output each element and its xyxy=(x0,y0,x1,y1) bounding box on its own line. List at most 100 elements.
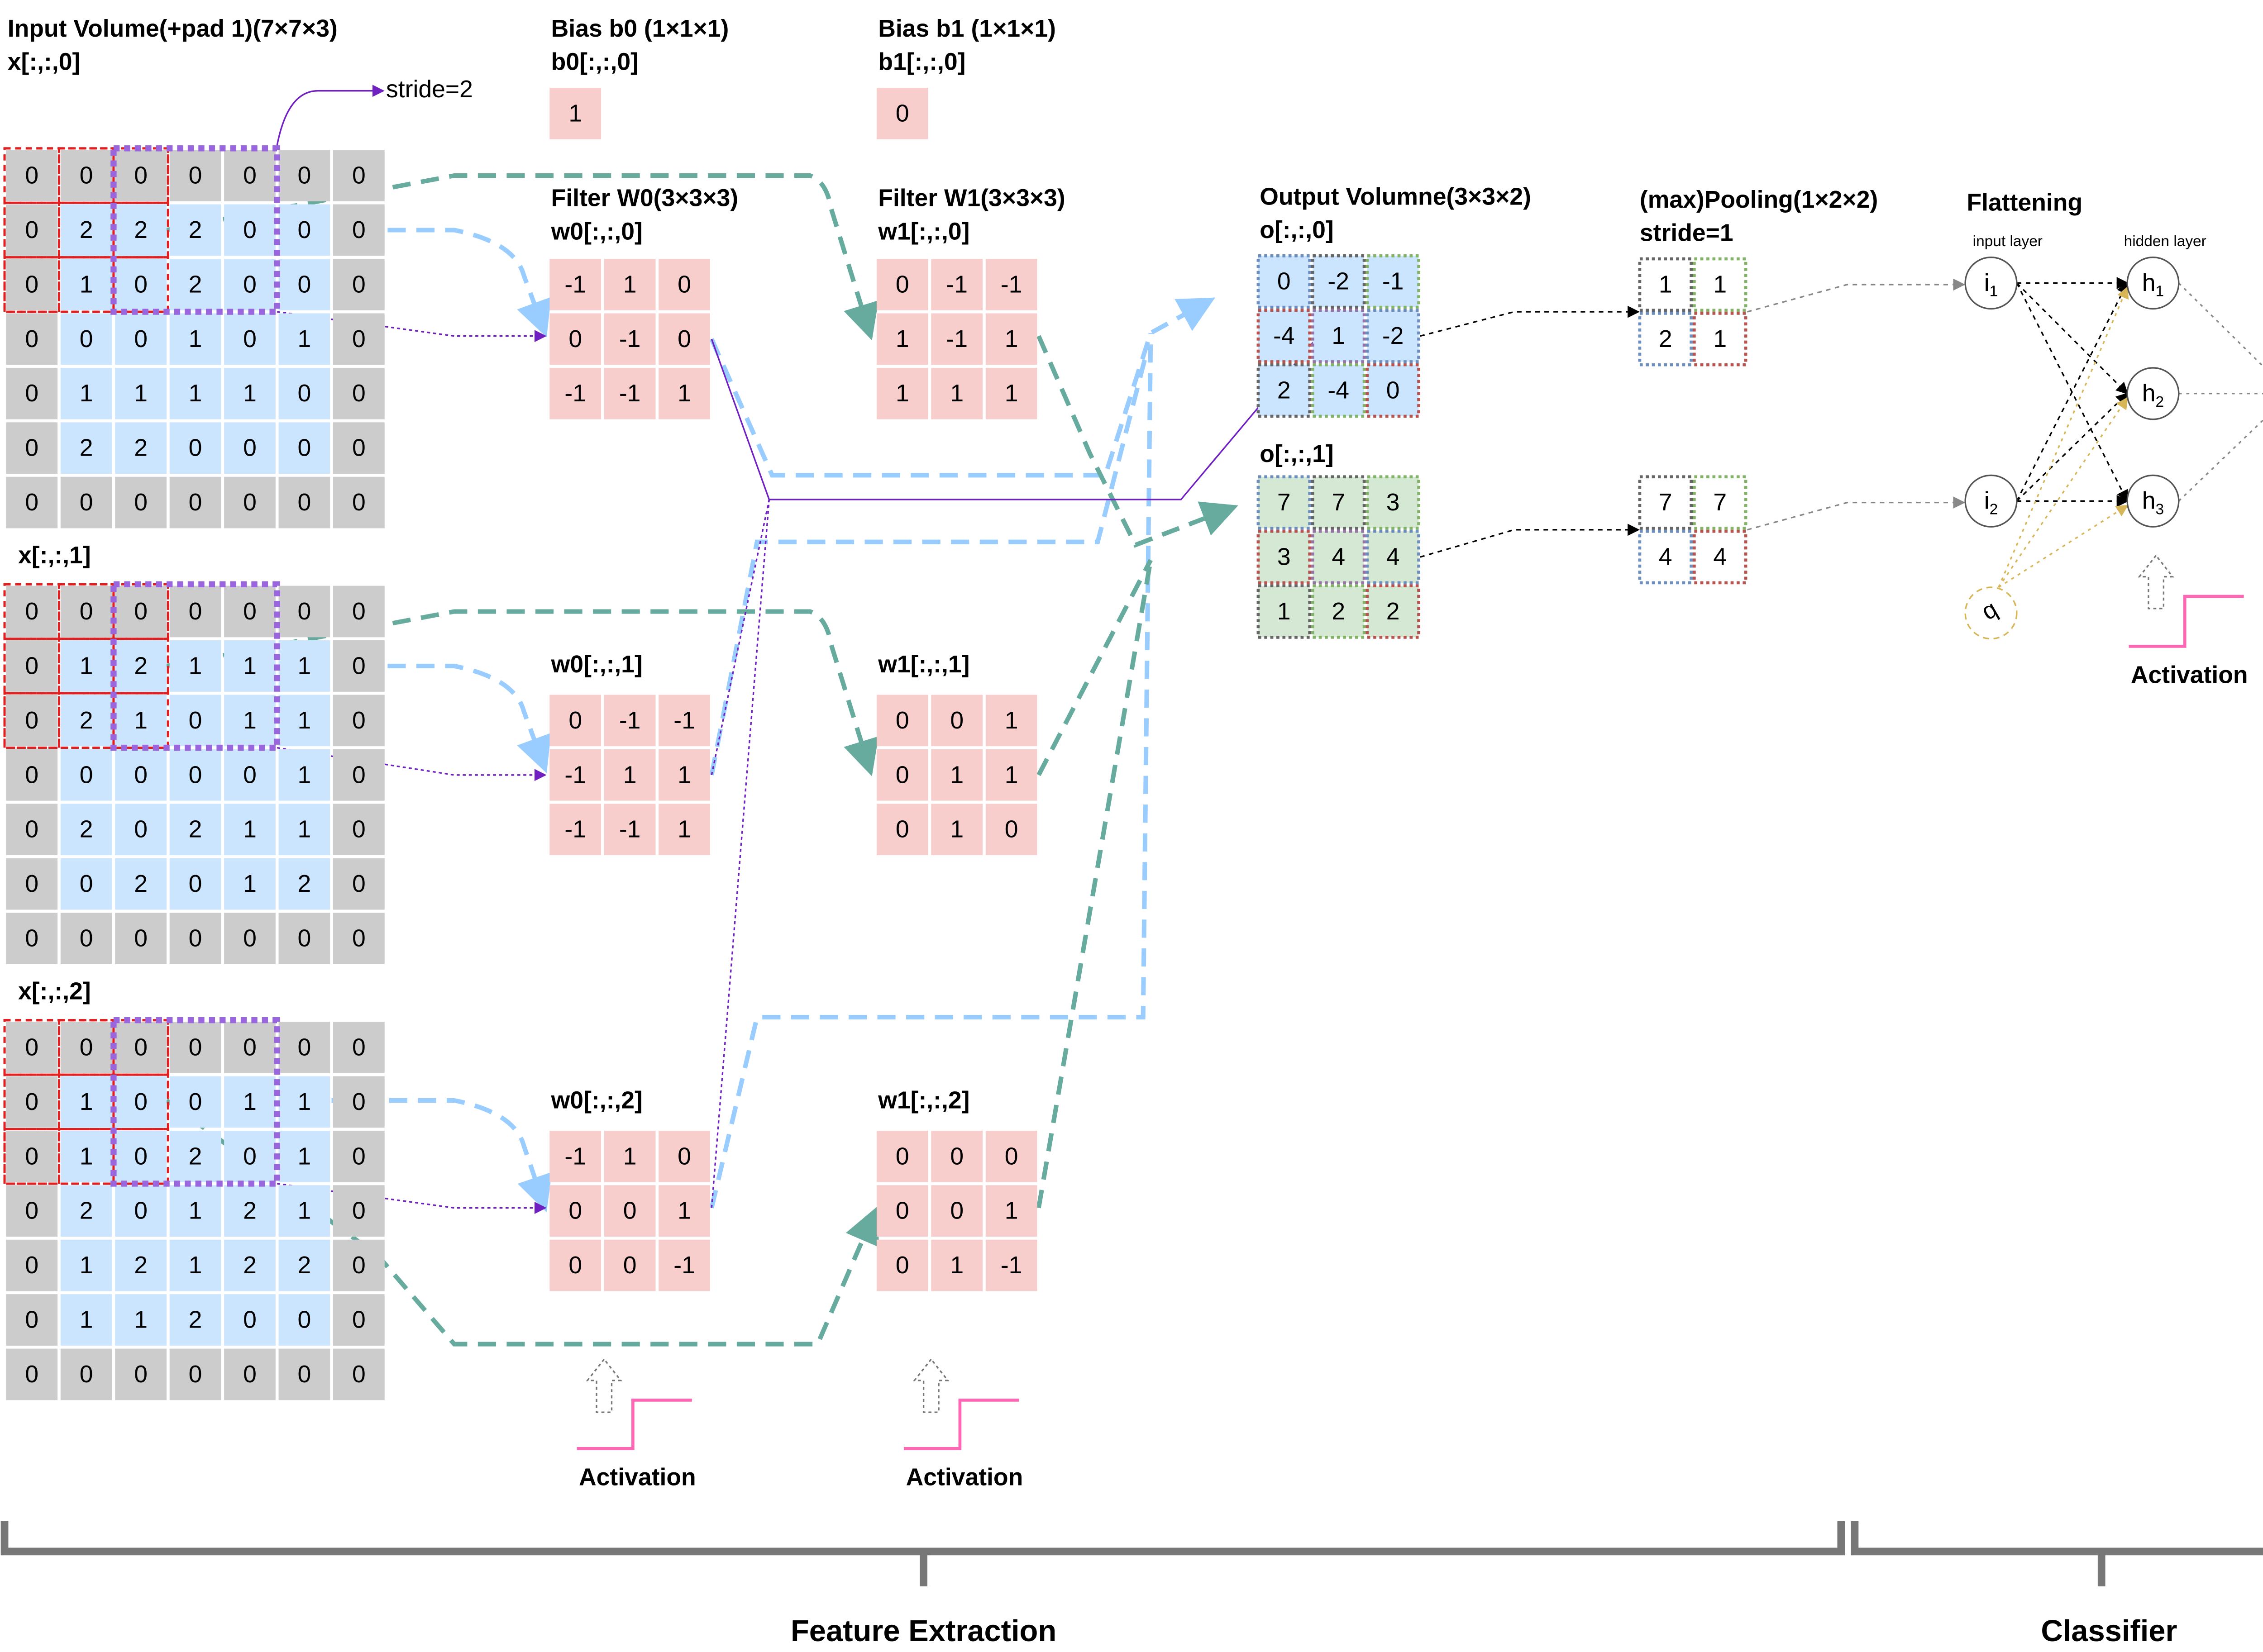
cell-value: 1 xyxy=(80,1143,93,1170)
cell xyxy=(985,367,1037,419)
cell xyxy=(931,313,983,365)
edge xyxy=(1998,505,2129,588)
cell-value: 0 xyxy=(896,100,909,127)
cell-value: 2 xyxy=(134,217,148,243)
cell-value: 0 xyxy=(243,598,257,625)
filter-label: w1[:,:,2] xyxy=(878,1087,969,1114)
bias-title: Bias b0 (1×1×1) xyxy=(551,15,729,42)
cell xyxy=(169,913,221,964)
output-title: Output Volumne(3×3×2) xyxy=(1260,183,1531,210)
cell xyxy=(876,804,928,856)
node-sub: 2 xyxy=(1990,501,1998,518)
node xyxy=(1964,257,2018,310)
cell-value: -1 xyxy=(1001,271,1022,298)
cell-value: -1 xyxy=(564,762,586,788)
cell xyxy=(931,367,983,419)
cell-value: 0 xyxy=(352,271,366,298)
cell-value: 0 xyxy=(189,707,202,734)
cell xyxy=(115,422,167,474)
cell-value: 0 xyxy=(623,1252,637,1279)
cell xyxy=(224,1185,276,1237)
cell xyxy=(60,422,112,474)
cell xyxy=(115,204,167,256)
cell xyxy=(985,1239,1037,1291)
cell xyxy=(549,367,602,419)
cell xyxy=(6,858,58,910)
cell xyxy=(6,313,58,365)
node-label: h1 xyxy=(2142,270,2164,300)
stride-label: stride=2 xyxy=(386,76,473,103)
cell-value: 0 xyxy=(189,762,202,788)
cell xyxy=(549,749,602,801)
cell xyxy=(333,367,385,419)
cell-value: 2 xyxy=(189,816,202,843)
cell-value: 0 xyxy=(298,489,311,516)
cell xyxy=(876,749,928,801)
cell-value: 0 xyxy=(298,162,311,189)
cell-value: 0 xyxy=(678,271,691,298)
cell-value: 2 xyxy=(298,871,311,897)
bias-label: b1[:,:,0] xyxy=(878,49,965,76)
cell-value: 1 xyxy=(1005,707,1018,734)
cell-value: 1 xyxy=(896,380,909,407)
cell xyxy=(985,804,1037,856)
cell xyxy=(169,1239,221,1291)
cell-value: 2 xyxy=(134,871,148,897)
cell-value: 1 xyxy=(298,1198,311,1224)
cell-value: 0 xyxy=(25,816,38,843)
cell-value: 0 xyxy=(134,598,148,625)
node-label: i2 xyxy=(1984,488,1998,518)
cell-value: -1 xyxy=(619,326,641,352)
cell xyxy=(224,586,276,638)
cell xyxy=(6,640,58,692)
cell-value: 1 xyxy=(623,271,637,298)
cell xyxy=(115,804,167,856)
cell xyxy=(931,804,983,856)
cell-value: 0 xyxy=(352,707,366,734)
cell xyxy=(6,1239,58,1291)
cell-value: 0 xyxy=(352,326,366,352)
cell-value: 1 xyxy=(80,1307,93,1333)
cell-value: 0 xyxy=(134,1198,148,1224)
cell xyxy=(6,1185,58,1237)
cell xyxy=(60,476,112,528)
node-sub: 3 xyxy=(2156,501,2164,518)
cell xyxy=(1693,529,1747,585)
cell xyxy=(6,749,58,801)
cell xyxy=(224,476,276,528)
cell xyxy=(278,1185,330,1237)
cell-value: 0 xyxy=(80,762,93,788)
cell xyxy=(278,1076,330,1128)
node xyxy=(1964,474,2018,528)
cell xyxy=(1256,584,1312,639)
cell-value: 0 xyxy=(896,271,909,298)
cell-value: -1 xyxy=(564,816,586,843)
cell-value: 1 xyxy=(1005,380,1018,407)
cell xyxy=(876,313,928,365)
cell-value: -1 xyxy=(619,816,641,843)
cell-value: 0 xyxy=(243,762,257,788)
cell xyxy=(1365,529,1420,585)
cell xyxy=(169,1076,221,1128)
cell-value: 0 xyxy=(568,1252,582,1279)
cell-value: 2 xyxy=(1332,598,1345,625)
cell xyxy=(549,1239,602,1291)
cell xyxy=(115,313,167,365)
cell-value: 0 xyxy=(298,271,311,298)
cell-value: 0 xyxy=(352,1089,366,1115)
cell-value: 1 xyxy=(189,1198,202,1224)
cell xyxy=(876,367,928,419)
cell-value: 0 xyxy=(352,871,366,897)
cell xyxy=(6,1294,58,1346)
cell-value: 7 xyxy=(1659,489,1672,516)
cell xyxy=(931,1130,983,1182)
cell-value: 0 xyxy=(352,1307,366,1333)
filter-title: Filter W0(3×3×3) xyxy=(551,185,738,212)
cell xyxy=(876,88,928,139)
cell-value: 0 xyxy=(1005,1143,1018,1170)
cell-value: 0 xyxy=(352,1143,366,1170)
node-sub: 1 xyxy=(2156,283,2164,300)
cell-value: -1 xyxy=(1382,268,1404,295)
cell xyxy=(169,367,221,419)
cell xyxy=(6,1348,58,1400)
